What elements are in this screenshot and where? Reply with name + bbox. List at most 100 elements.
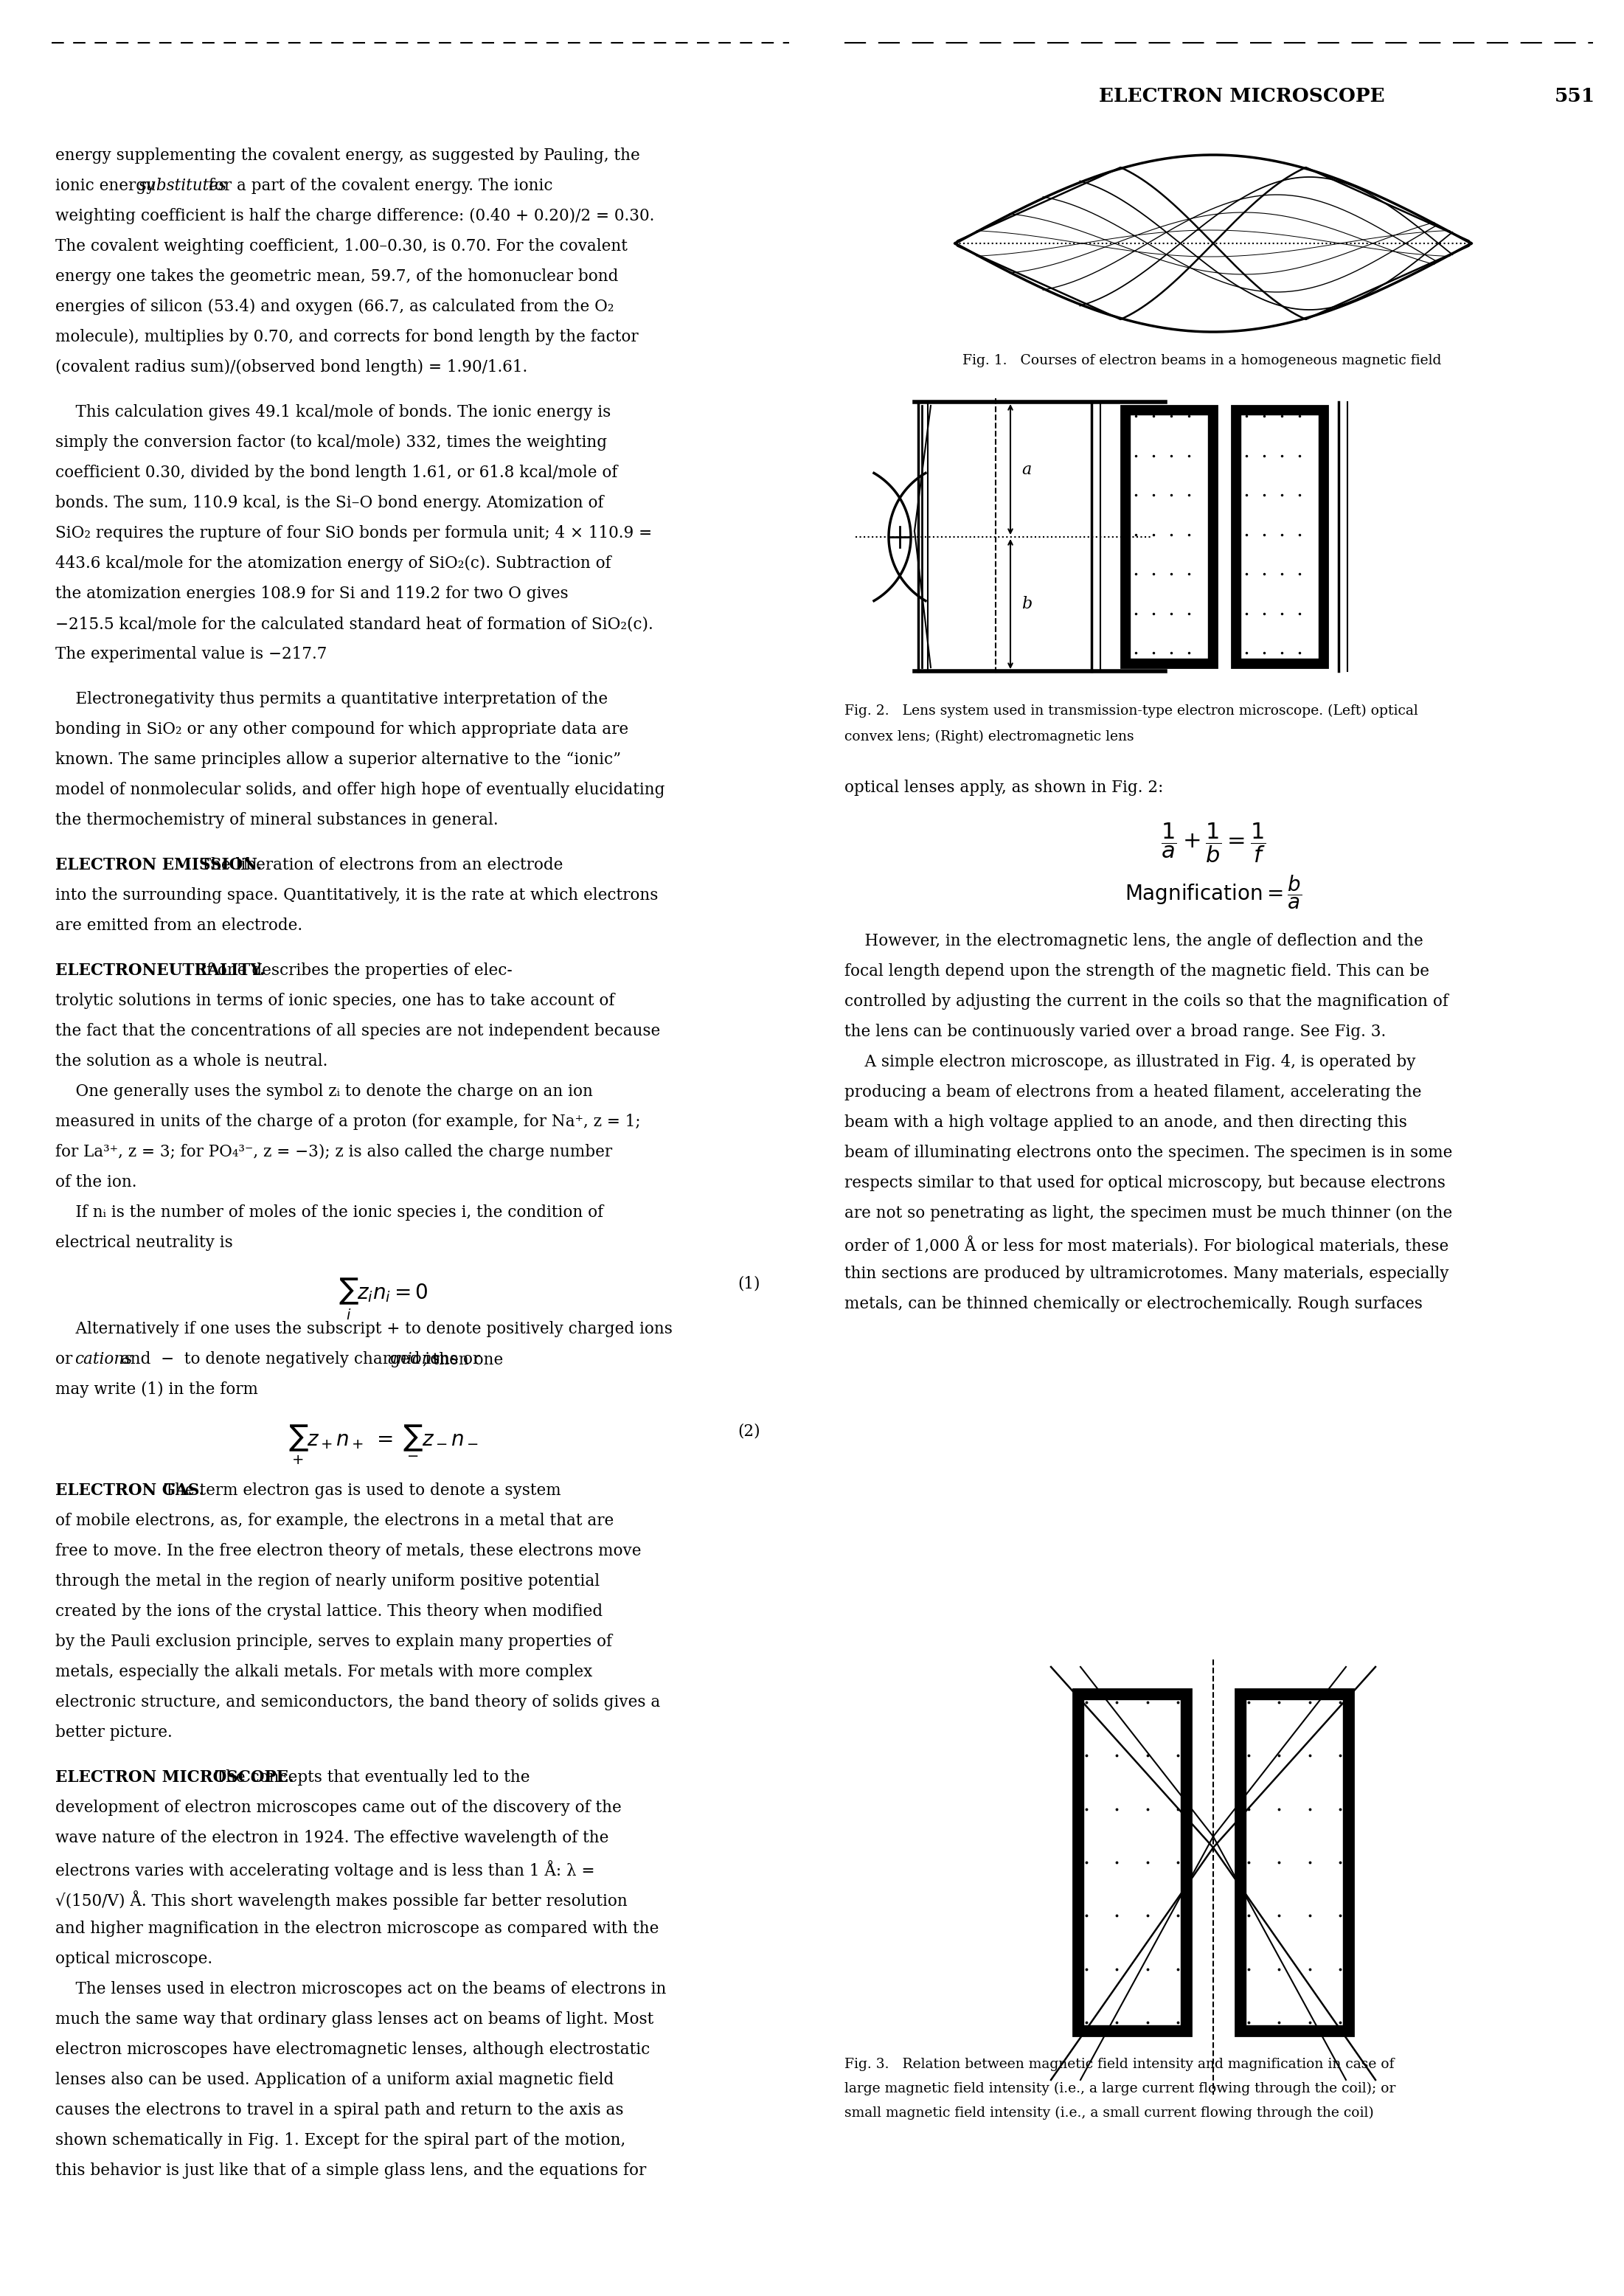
Text: energies of silicon (53.4) and oxygen (66.7, as calculated from the O₂: energies of silicon (53.4) and oxygen (6…	[55, 298, 614, 315]
Text: ELECTRON GAS.: ELECTRON GAS.	[55, 1483, 205, 1499]
Bar	[1073, 1690, 1190, 2037]
Text: electrical neutrality is: electrical neutrality is	[55, 1235, 232, 1251]
Text: measured in units of the charge of a proton (for example, for Na⁺, z = 1;: measured in units of the charge of a pro…	[55, 1114, 640, 1130]
Text: lenses also can be used. Application of a uniform axial magnetic field: lenses also can be used. Application of …	[55, 2071, 614, 2087]
Text: energy supplementing the covalent energy, as suggested by Pauling, the: energy supplementing the covalent energy…	[55, 147, 640, 163]
Text: The experimental value is −217.7: The experimental value is −217.7	[55, 645, 326, 661]
Text: simply the conversion factor (to kcal/mole) 332, times the weighting: simply the conversion factor (to kcal/mo…	[55, 434, 607, 450]
Text: metals, especially the alkali metals. For metals with more complex: metals, especially the alkali metals. Fo…	[55, 1665, 593, 1681]
Text: ELECTRON EMISSION.: ELECTRON EMISSION.	[55, 856, 261, 872]
Text: respects similar to that used for optical microscopy, but because electrons: respects similar to that used for optica…	[844, 1176, 1445, 1192]
Text: beam of illuminating electrons onto the specimen. The specimen is in some: beam of illuminating electrons onto the …	[844, 1146, 1452, 1162]
Text: anions: anions	[387, 1350, 440, 1368]
Text: 551: 551	[1554, 87, 1595, 106]
Text: One generally uses the symbol zᵢ to denote the charge on an ion: One generally uses the symbol zᵢ to deno…	[55, 1084, 593, 1100]
Text: of mobile electrons, as, for example, the electrons in a metal that are: of mobile electrons, as, for example, th…	[55, 1513, 614, 1529]
Text: metals, can be thinned chemically or electrochemically. Rough surfaces: metals, can be thinned chemically or ele…	[844, 1295, 1423, 1311]
Text: $\sum_i z_i n_i = 0$: $\sum_i z_i n_i = 0$	[339, 1277, 429, 1322]
Text: producing a beam of electrons from a heated filament, accelerating the: producing a beam of electrons from a hea…	[844, 1084, 1421, 1100]
Text: large magnetic field intensity (i.e., a large current flowing through the coil);: large magnetic field intensity (i.e., a …	[844, 2082, 1395, 2096]
Text: through the metal in the region of nearly uniform positive potential: through the metal in the region of nearl…	[55, 1573, 599, 1589]
Text: a: a	[1021, 461, 1031, 478]
Bar	[1231, 406, 1327, 668]
Text: for a part of the covalent energy. The ionic: for a part of the covalent energy. The i…	[203, 177, 552, 193]
Text: and higher magnification in the electron microscope as compared with the: and higher magnification in the electron…	[55, 1919, 659, 1938]
Text: $\sum_+ z_+ n_+\; =\; \sum_- z_- n_-$: $\sum_+ z_+ n_+\; =\; \sum_- z_- n_-$	[289, 1424, 479, 1467]
Text: weighting coefficient is half the charge difference: (0.40 + 0.20)/2 = 0.30.: weighting coefficient is half the charge…	[55, 209, 654, 225]
Text: b: b	[1021, 597, 1031, 613]
Text: bonds. The sum, 110.9 kcal, is the Si–O bond energy. Atomization of: bonds. The sum, 110.9 kcal, is the Si–O …	[55, 496, 604, 512]
Text: A simple electron microscope, as illustrated in Fig. 4, is operated by: A simple electron microscope, as illustr…	[844, 1054, 1416, 1070]
Text: may write (1) in the form: may write (1) in the form	[55, 1382, 258, 1398]
Text: Electronegativity thus permits a quantitative interpretation of the: Electronegativity thus permits a quantit…	[55, 691, 607, 707]
Text: Fig. 3.   Relation between magnetic field intensity and magnification in case of: Fig. 3. Relation between magnetic field …	[844, 2057, 1395, 2071]
Text: ELECTRON MICROSCOPE: ELECTRON MICROSCOPE	[1099, 87, 1385, 106]
Text: order of 1,000 Å or less for most materials). For biological materials, these: order of 1,000 Å or less for most materi…	[844, 1235, 1449, 1254]
Bar	[1246, 1699, 1343, 2025]
Text: electronic structure, and semiconductors, the band theory of solids gives a: electronic structure, and semiconductors…	[55, 1694, 661, 1711]
Text: This calculation gives 49.1 kcal/mole of bonds. The ionic energy is: This calculation gives 49.1 kcal/mole of…	[55, 404, 611, 420]
Text: or: or	[55, 1350, 78, 1368]
Text: small magnetic field intensity (i.e., a small current flowing through the coil): small magnetic field intensity (i.e., a …	[844, 2105, 1374, 2119]
Text: (1): (1)	[737, 1277, 760, 1293]
Text: √(150/V) Å. This short wavelength makes possible far better resolution: √(150/V) Å. This short wavelength makes …	[55, 1890, 627, 1910]
Bar	[1236, 1690, 1353, 2037]
Text: Alternatively if one uses the subscript + to denote positively charged ions: Alternatively if one uses the subscript …	[55, 1320, 672, 1336]
Text: thin sections are produced by ultramicrotomes. Many materials, especially: thin sections are produced by ultramicro…	[844, 1265, 1449, 1281]
Text: (2): (2)	[737, 1424, 760, 1440]
Text: −215.5 kcal/mole for the calculated standard heat of formation of SiO₂(c).: −215.5 kcal/mole for the calculated stan…	[55, 615, 653, 631]
Text: better picture.: better picture.	[55, 1724, 172, 1740]
Text: ELECTRONEUTRALITY.: ELECTRONEUTRALITY.	[55, 962, 265, 978]
Bar	[1121, 406, 1216, 668]
Text: of the ion.: of the ion.	[55, 1173, 136, 1189]
Text: are emitted from an electrode.: are emitted from an electrode.	[55, 918, 302, 934]
Text: and  −  to denote negatively charged ions or: and − to denote negatively charged ions …	[115, 1350, 486, 1368]
Bar	[1130, 416, 1208, 659]
Text: optical lenses apply, as shown in Fig. 2:: optical lenses apply, as shown in Fig. 2…	[844, 781, 1163, 797]
Text: If one describes the properties of elec-: If one describes the properties of elec-	[185, 962, 513, 978]
Text: the atomization energies 108.9 for Si and 119.2 for two O gives: the atomization energies 108.9 for Si an…	[55, 585, 568, 602]
Text: trolytic solutions in terms of ionic species, one has to take account of: trolytic solutions in terms of ionic spe…	[55, 992, 614, 1008]
Text: energy one takes the geometric mean, 59.7, of the homonuclear bond: energy one takes the geometric mean, 59.…	[55, 269, 619, 285]
Bar	[1083, 1699, 1181, 2025]
Text: The liberation of electrons from an electrode: The liberation of electrons from an elec…	[185, 856, 564, 872]
Text: free to move. In the free electron theory of metals, these electrons move: free to move. In the free electron theor…	[55, 1543, 641, 1559]
Text: Fig. 1.   Courses of electron beams in a homogeneous magnetic field: Fig. 1. Courses of electron beams in a h…	[963, 354, 1442, 367]
Text: $\dfrac{1}{a} + \dfrac{1}{b} = \dfrac{1}{f}$: $\dfrac{1}{a} + \dfrac{1}{b} = \dfrac{1}…	[1161, 822, 1265, 863]
Text: development of electron microscopes came out of the discovery of the: development of electron microscopes came…	[55, 1800, 622, 1816]
Text: electron microscopes have electromagnetic lenses, although electrostatic: electron microscopes have electromagneti…	[55, 2041, 650, 2057]
Text: The concepts that eventually led to the: The concepts that eventually led to the	[200, 1770, 529, 1786]
Text: controlled by adjusting the current in the coils so that the magnification of: controlled by adjusting the current in t…	[844, 994, 1449, 1010]
Text: However, in the electromagnetic lens, the angle of deflection and the: However, in the electromagnetic lens, th…	[844, 932, 1423, 948]
Text: substitutes: substitutes	[138, 177, 227, 193]
Bar	[1241, 416, 1319, 659]
Text: shown schematically in Fig. 1. Except for the spiral part of the motion,: shown schematically in Fig. 1. Except fo…	[55, 2133, 625, 2149]
Text: wave nature of the electron in 1924. The effective wavelength of the: wave nature of the electron in 1924. The…	[55, 1830, 609, 1846]
Text: molecule), multiplies by 0.70, and corrects for bond length by the factor: molecule), multiplies by 0.70, and corre…	[55, 328, 638, 344]
Text: created by the ions of the crystal lattice. This theory when modified: created by the ions of the crystal latti…	[55, 1603, 603, 1619]
Text: The covalent weighting coefficient, 1.00–0.30, is 0.70. For the covalent: The covalent weighting coefficient, 1.00…	[55, 239, 627, 255]
Text: optical microscope.: optical microscope.	[55, 1952, 213, 1968]
Text: , then one: , then one	[422, 1350, 503, 1368]
Text: focal length depend upon the strength of the magnetic field. This can be: focal length depend upon the strength of…	[844, 964, 1429, 980]
Text: The lenses used in electron microscopes act on the beams of electrons in: The lenses used in electron microscopes …	[55, 1981, 666, 1998]
Text: model of nonmolecular solids, and offer high hope of eventually elucidating: model of nonmolecular solids, and offer …	[55, 783, 664, 799]
Text: this behavior is just like that of a simple glass lens, and the equations for: this behavior is just like that of a sim…	[55, 2163, 646, 2179]
Text: (covalent radius sum)/(observed bond length) = 1.90/1.61.: (covalent radius sum)/(observed bond len…	[55, 358, 528, 377]
Text: the solution as a whole is neutral.: the solution as a whole is neutral.	[55, 1054, 328, 1070]
Text: 443.6 kcal/mole for the atomization energy of SiO₂(c). Subtraction of: 443.6 kcal/mole for the atomization ener…	[55, 556, 611, 572]
Text: much the same way that ordinary glass lenses act on beams of light. Most: much the same way that ordinary glass le…	[55, 2011, 653, 2027]
Text: the fact that the concentrations of all species are not independent because: the fact that the concentrations of all …	[55, 1024, 661, 1040]
Text: electrons varies with accelerating voltage and is less than 1 Å: λ =: electrons varies with accelerating volta…	[55, 1860, 594, 1878]
Text: for La³⁺, z = 3; for PO₄³⁻, z = −3); z is also called the charge number: for La³⁺, z = 3; for PO₄³⁻, z = −3); z i…	[55, 1143, 612, 1159]
Text: known. The same principles allow a superior alternative to the “ionic”: known. The same principles allow a super…	[55, 751, 620, 767]
Text: bonding in SiO₂ or any other compound for which appropriate data are: bonding in SiO₂ or any other compound fo…	[55, 721, 628, 737]
Text: cations: cations	[75, 1350, 132, 1368]
Text: SiO₂ requires the rupture of four SiO bonds per formula unit; 4 × 110.9 =: SiO₂ requires the rupture of four SiO bo…	[55, 526, 653, 542]
Text: The term electron gas is used to denote a system: The term electron gas is used to denote …	[149, 1483, 562, 1499]
Text: the thermochemistry of mineral substances in general.: the thermochemistry of mineral substance…	[55, 813, 499, 829]
Text: Fig. 2.   Lens system used in transmission-type electron microscope. (Left) opti: Fig. 2. Lens system used in transmission…	[844, 705, 1418, 719]
Text: coefficient 0.30, divided by the bond length 1.61, or 61.8 kcal/mole of: coefficient 0.30, divided by the bond le…	[55, 464, 617, 480]
Text: the lens can be continuously varied over a broad range. See Fig. 3.: the lens can be continuously varied over…	[844, 1024, 1385, 1040]
Text: convex lens; (Right) electromagnetic lens: convex lens; (Right) electromagnetic len…	[844, 730, 1134, 744]
